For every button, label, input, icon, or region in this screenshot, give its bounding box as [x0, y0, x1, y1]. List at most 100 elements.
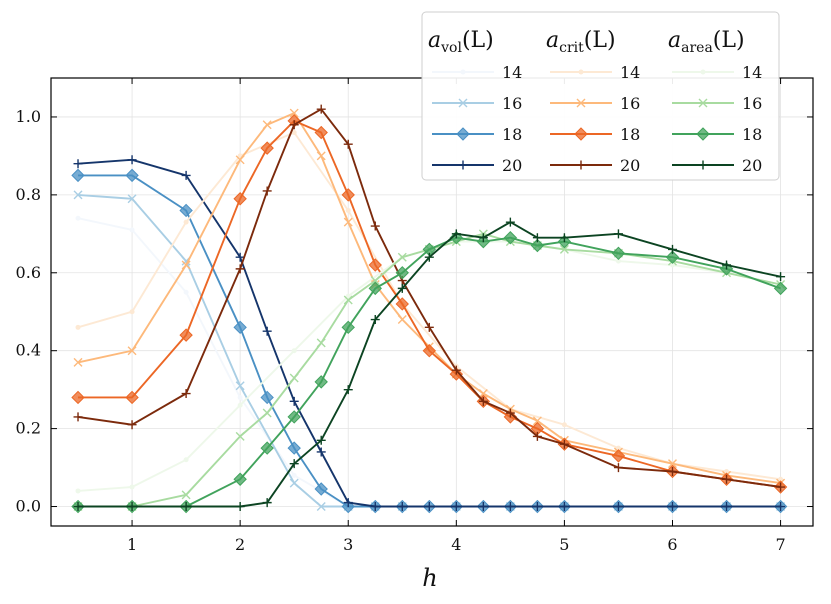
data-point-vol-20 [559, 502, 569, 512]
data-point-area-16 [559, 244, 569, 254]
data-point-vol-20 [613, 502, 623, 512]
data-point-vol-20 [370, 502, 380, 512]
data-point-vol-18 [125, 168, 139, 183]
legend-marker-vol-20 [458, 160, 468, 170]
data-point-area-16 [397, 252, 407, 262]
data-point-area-14 [669, 262, 675, 268]
legend-label-crit-20: 20 [620, 156, 640, 175]
data-point-area-20 [776, 272, 786, 282]
data-point-crit-18 [260, 141, 274, 155]
data-point-area-20 [73, 502, 83, 512]
y-tick-label: 0.8 [16, 185, 41, 204]
legend-marker-vol-16 [458, 98, 468, 108]
series-line-crit-20 [77, 108, 781, 488]
data-point-crit-20 [289, 120, 299, 130]
data-point-vol-14 [75, 215, 81, 221]
series-line-crit-14 [77, 131, 781, 481]
data-point-vol-18 [71, 168, 85, 183]
data-point-area-20 [424, 252, 434, 262]
legend-marker-crit-14 [578, 69, 584, 75]
data-point-vol-20 [776, 502, 786, 512]
legend-label-area-18: 18 [742, 125, 762, 144]
x-tick-label: 4 [451, 535, 461, 554]
data-point-vol-20 [289, 396, 299, 406]
x-tick-label: 3 [343, 535, 353, 554]
data-point-crit-20 [505, 408, 515, 418]
legend-title-argument: (L) [713, 28, 745, 53]
data-point-crit-16 [127, 346, 137, 356]
legend-marker-vol-14 [460, 69, 466, 75]
data-point-vol-20 [667, 502, 677, 512]
data-point-area-14 [183, 457, 189, 463]
data-point-area-14 [615, 258, 621, 264]
data-point-area-14 [75, 488, 81, 494]
legend-title-symbol: a [546, 28, 559, 53]
data-point-area-20 [613, 229, 623, 239]
data-point-vol-16 [127, 194, 137, 204]
data-point-crit-18 [314, 125, 328, 140]
legend-label-area-14: 14 [742, 63, 762, 82]
data-point-vol-20 [505, 502, 515, 512]
x-axis-label: h [422, 564, 437, 592]
data-point-area-20 [451, 229, 461, 239]
series-vol-18 [71, 168, 788, 514]
y-tick-label: 1.0 [16, 107, 41, 126]
series-area-16 [73, 229, 786, 512]
data-point-vol-20 [343, 498, 353, 508]
data-point-crit-18 [71, 390, 85, 405]
data-point-vol-14 [183, 289, 189, 295]
legend-marker-area-18 [696, 127, 710, 141]
legend-title-symbol: a [428, 28, 441, 53]
legend-label-crit-18: 18 [620, 125, 640, 144]
data-point-vol-20 [316, 447, 326, 457]
data-point-vol-18 [314, 482, 328, 496]
series-line-area-14 [77, 240, 781, 492]
legend-label-area-20: 20 [742, 156, 762, 175]
x-tick-label: 7 [775, 535, 785, 554]
legend-title-subscript: area [681, 40, 713, 56]
series-area-14 [75, 239, 784, 494]
data-point-crit-18 [368, 258, 382, 272]
data-point-vol-16 [73, 190, 83, 200]
data-point-area-18 [530, 238, 545, 253]
data-point-crit-14 [724, 468, 730, 474]
data-point-crit-20 [776, 482, 786, 492]
data-point-crit-14 [291, 130, 297, 136]
data-point-area-20 [289, 459, 299, 469]
data-point-crit-18 [125, 390, 139, 405]
data-point-area-18 [395, 266, 409, 280]
legend-box [421, 11, 780, 181]
plot-series [71, 104, 788, 514]
data-point-vol-20 [181, 170, 191, 180]
data-point-area-20 [478, 233, 488, 243]
data-point-crit-20 [235, 264, 245, 274]
x-tick-label: 6 [667, 535, 677, 554]
data-point-crit-20 [316, 104, 326, 114]
data-point-vol-16 [289, 478, 299, 488]
data-point-vol-20 [127, 155, 137, 165]
series-area-18 [71, 231, 788, 514]
data-point-area-20 [722, 260, 732, 270]
data-point-area-18 [233, 472, 247, 486]
data-point-area-20 [559, 233, 569, 243]
legend-title-area: aarea(L) [668, 28, 745, 56]
data-point-area-18 [503, 231, 518, 245]
data-point-area-20 [667, 244, 677, 254]
legend-title-subscript: vol [440, 40, 462, 56]
data-point-vol-14 [237, 394, 243, 400]
data-point-area-16 [235, 431, 245, 441]
data-point-crit-18 [422, 343, 437, 358]
legend-marker-area-20 [698, 160, 708, 170]
data-point-crit-14 [778, 476, 784, 482]
data-point-crit-16 [343, 217, 353, 227]
data-point-crit-14 [615, 445, 621, 451]
data-point-crit-18 [395, 297, 409, 311]
data-point-area-16 [370, 276, 380, 286]
axis-ticks: 1 2 3 4 5 6 7 0.0 0.2 0.4 0.6 0.8 1.0 [16, 78, 813, 554]
data-point-crit-20 [73, 412, 83, 422]
data-point-area-20 [343, 385, 353, 395]
data-point-vol-20 [262, 326, 272, 336]
y-tick-label: 0.4 [16, 341, 41, 360]
legend-label-vol-18: 18 [502, 125, 522, 144]
data-point-vol-18 [233, 320, 247, 335]
